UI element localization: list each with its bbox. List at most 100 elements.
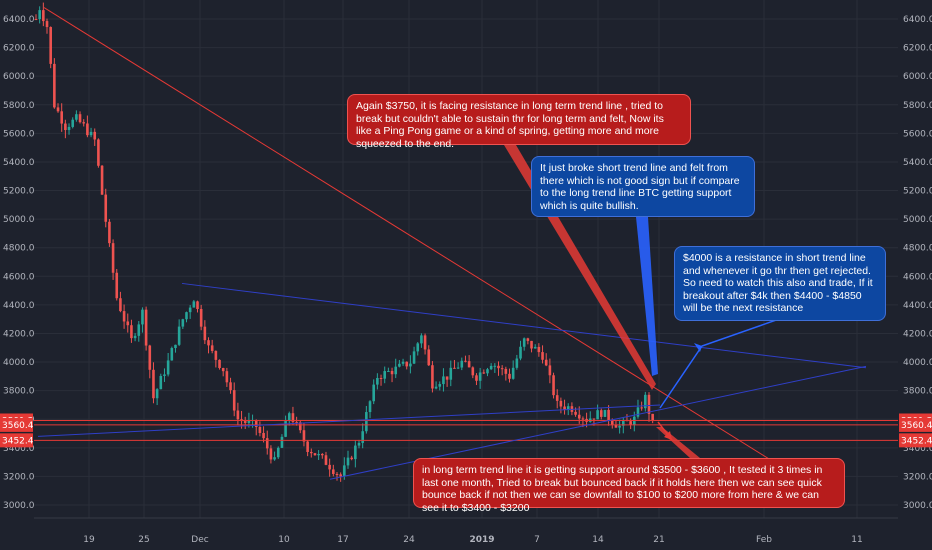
- projection-up-arrowhead: [694, 343, 702, 352]
- candle-body: [221, 368, 225, 372]
- candle-body: [328, 464, 331, 470]
- long-term-resistance-trendline: [43, 7, 821, 492]
- candle-body: [97, 139, 100, 166]
- candle-body: [75, 114, 78, 120]
- candle-body: [170, 348, 174, 361]
- candle-body: [621, 420, 625, 426]
- candle-body: [566, 406, 570, 410]
- candle-body: [188, 307, 192, 313]
- candle-body: [104, 194, 108, 222]
- candle-body: [544, 359, 548, 366]
- candle-body: [365, 412, 368, 432]
- candle-body: [456, 367, 460, 369]
- annotation-short-trend-text: It just broke short trend line and felt …: [540, 162, 740, 212]
- x-tick-label: 24: [403, 535, 415, 545]
- candle-body: [614, 424, 618, 428]
- candle-body: [42, 10, 45, 22]
- candle-body: [530, 340, 533, 349]
- candle-body: [152, 369, 155, 399]
- candle-body: [409, 363, 412, 367]
- candle-body: [56, 107, 60, 112]
- candle-body: [236, 410, 240, 420]
- y-tick-label-left: 5600.0: [3, 129, 35, 139]
- candle-body: [306, 441, 309, 452]
- price-tag-right-bg: [899, 417, 932, 432]
- candle-body: [434, 386, 438, 389]
- candle-body: [640, 407, 643, 409]
- candle-body: [317, 453, 320, 456]
- candle-body: [196, 301, 199, 310]
- candle-body: [214, 350, 218, 360]
- candle-body: [354, 445, 357, 460]
- candle-body: [596, 410, 599, 420]
- candle-body: [522, 338, 526, 347]
- y-tick-label-left: 6000.0: [3, 72, 35, 82]
- short-term-resistance-trendline: [181, 282, 867, 369]
- candle-body: [111, 243, 115, 273]
- candle-body: [423, 335, 427, 350]
- y-tick-label-left: 5000.0: [3, 215, 35, 225]
- candle-body: [383, 371, 387, 379]
- candle-body: [218, 359, 221, 369]
- candle-body: [284, 419, 287, 437]
- candle-body: [581, 418, 585, 420]
- candle-body: [174, 344, 177, 349]
- x-tick-label: 10: [278, 535, 290, 545]
- candle-body: [368, 401, 372, 413]
- candle-body: [82, 122, 86, 124]
- candle-body: [192, 301, 196, 308]
- candle-body: [321, 453, 324, 456]
- candle-body: [273, 457, 276, 460]
- candle-body: [133, 335, 137, 339]
- candle-body: [592, 418, 596, 420]
- y-tick-label-left: 5200.0: [3, 187, 35, 197]
- candle-body: [453, 367, 456, 369]
- annotation-4000-note[interactable]: $4000 is a resistance in short trend lin…: [674, 246, 886, 321]
- candle-body: [445, 376, 449, 380]
- candle-body: [332, 469, 335, 474]
- long-term-support-trendline: [37, 404, 661, 437]
- y-tick-label-left: 3200.0: [3, 472, 35, 482]
- candle-body: [324, 455, 328, 465]
- annotation-short-trend-note[interactable]: It just broke short trend line and felt …: [531, 156, 755, 217]
- candle-body: [398, 363, 401, 367]
- annotation-resistance-note[interactable]: Again $3750, it is facing resistance in …: [347, 94, 691, 150]
- price-tag-right: 3452.4: [901, 436, 932, 446]
- candle-body: [254, 420, 258, 427]
- y-tick-label-left: 6400.0: [3, 15, 35, 25]
- candle-body: [405, 361, 409, 367]
- candle-body: [467, 361, 471, 368]
- candle-body: [493, 365, 497, 367]
- candle-body: [563, 406, 566, 410]
- candle-body: [533, 346, 537, 349]
- annotation-support-text: in long term trend line it is getting su…: [422, 464, 823, 514]
- candle-body: [276, 447, 280, 458]
- candle-body: [339, 474, 342, 477]
- price-tag-left-bg: [0, 417, 33, 432]
- candle-body: [34, 19, 38, 20]
- candle-body: [269, 448, 273, 460]
- x-tick-label: Feb: [756, 535, 772, 545]
- candle-body: [53, 63, 56, 108]
- candle-body: [225, 371, 229, 383]
- candle-body: [412, 351, 416, 364]
- candle-body: [130, 325, 133, 339]
- candle-body: [287, 413, 291, 420]
- short-trend-note-pointer: [636, 217, 658, 376]
- candle-body: [100, 165, 104, 195]
- candle-body: [335, 473, 339, 475]
- candle-body: [93, 131, 97, 140]
- candle-body: [203, 326, 207, 341]
- projection-down-arrowhead: [664, 431, 672, 440]
- candle-body: [644, 394, 647, 409]
- candle-body: [232, 390, 236, 411]
- y-tick-label-right: 4800.0: [903, 244, 932, 254]
- candle-body: [302, 430, 306, 442]
- annotation-support-note[interactable]: in long term trend line it is getting su…: [413, 458, 845, 514]
- candle-body: [559, 400, 563, 407]
- candle-body: [343, 465, 346, 477]
- candle-body: [372, 384, 375, 402]
- candle-body: [379, 377, 383, 379]
- candle-body: [346, 457, 350, 466]
- candle-body: [478, 372, 482, 381]
